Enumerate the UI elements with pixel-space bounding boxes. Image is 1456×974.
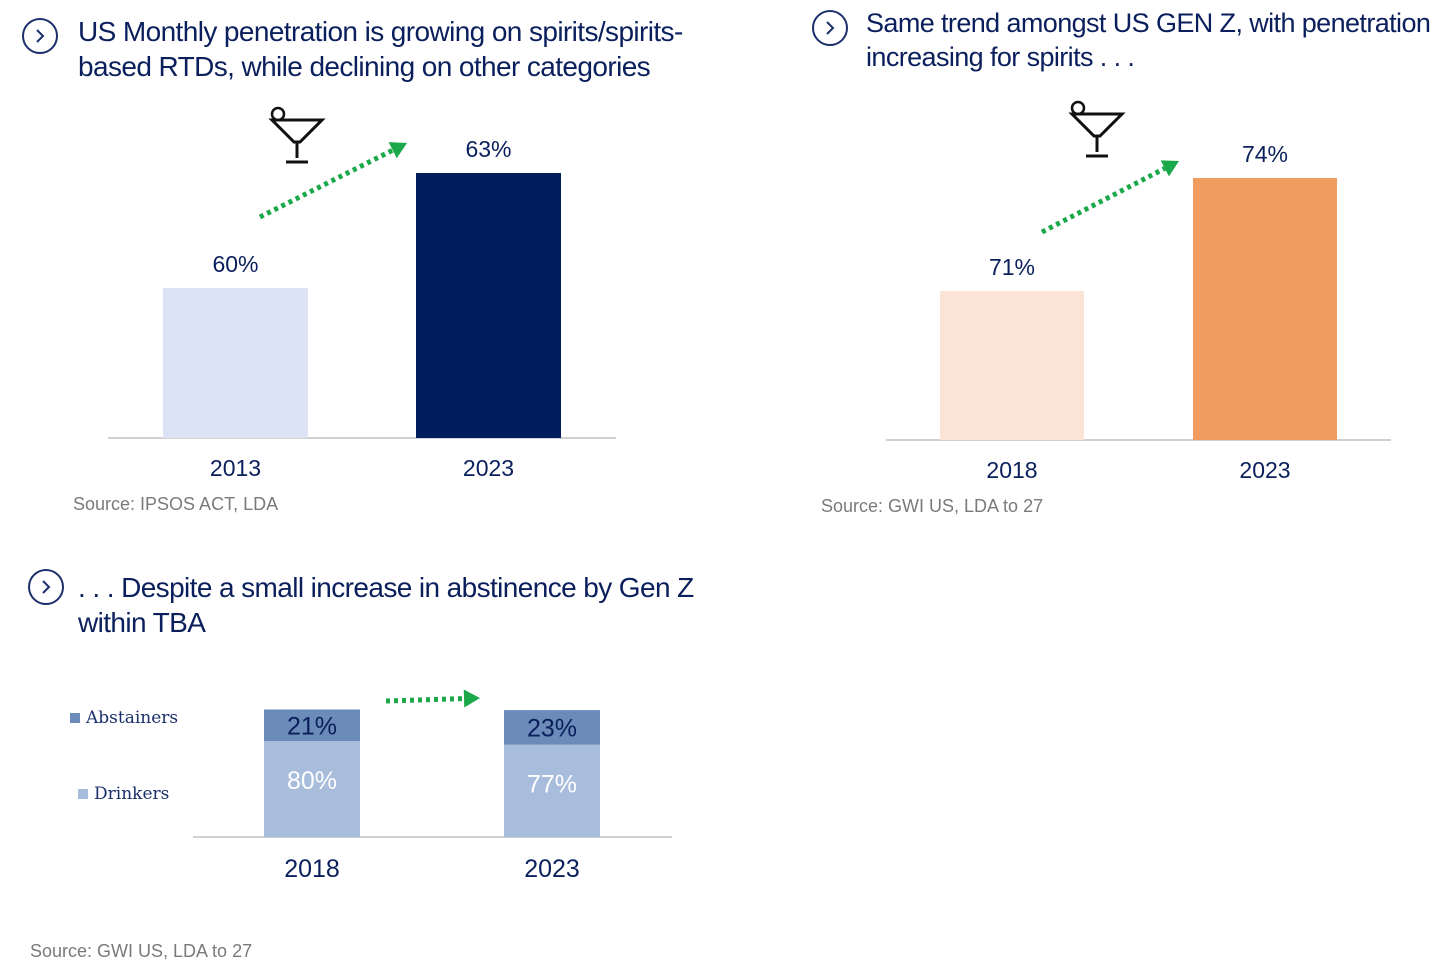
panel-gen-z-abstinence: . . . Despite a small increase in abstin… (0, 540, 760, 970)
legend-abstainers: Abstainers (70, 708, 178, 728)
bar-drinkers-2023 (504, 744, 600, 837)
chart-us-monthly-penetration: 60% 2013 63% 2023 (108, 106, 616, 481)
dotted-arrow-icon (1040, 160, 1179, 235)
panel-title: Same trend amongst US GEN Z, with penetr… (866, 8, 1431, 72)
x-tick-label: 2023 (1239, 457, 1290, 483)
panel-us-monthly-penetration: US Monthly penetration is growing on spi… (0, 0, 720, 530)
dotted-arrow-icon (258, 142, 407, 220)
data-label: 71% (989, 254, 1035, 280)
chart-gen-z-abstinence: 21% 80% 2018 23% 77% 2023 (193, 689, 672, 883)
source-note: Source: IPSOS ACT, LDA (73, 494, 279, 514)
legend-label: Drinkers (94, 784, 170, 804)
data-label-drinkers: 77% (527, 771, 577, 799)
x-tick-label: 2023 (524, 855, 580, 883)
source-note: Source: GWI US, LDA to 27 (821, 496, 1044, 516)
chevron-right-icon (812, 10, 848, 46)
panel-title-row: Same trend amongst US GEN Z, with penetr… (812, 6, 1452, 74)
cocktail-glass-icon (268, 106, 326, 164)
bar-abstainers-2023 (504, 710, 600, 745)
legend-swatch-abstainers (70, 713, 80, 723)
legend-swatch-drinkers (78, 789, 88, 799)
x-tick-label: 2018 (986, 457, 1037, 483)
bar-drinkers-2018 (264, 741, 360, 837)
bar-2013 (163, 288, 308, 438)
bar-2023 (1193, 178, 1337, 440)
cocktail-glass-icon (1068, 100, 1126, 158)
data-label-drinkers: 80% (287, 767, 337, 795)
panel-title: US Monthly penetration is growing on spi… (78, 16, 683, 82)
x-tick-label: 2013 (210, 455, 261, 481)
panel-title-row: . . . Despite a small increase in abstin… (28, 569, 718, 640)
data-label: 60% (212, 251, 258, 277)
legend-label: Abstainers (86, 708, 179, 728)
data-label: 63% (465, 136, 511, 162)
chevron-right-icon (22, 18, 58, 54)
data-label-abstainers: 23% (527, 714, 577, 742)
data-label-abstainers: 21% (287, 712, 337, 740)
dotted-arrow-icon (385, 689, 480, 708)
bar-2023 (416, 173, 561, 438)
bar-2018 (940, 291, 1084, 440)
chart-gen-z-penetration: 71% 2018 74% 2023 (886, 100, 1391, 483)
legend-drinkers: Drinkers (78, 784, 169, 804)
panel-title: . . . Despite a small increase in abstin… (78, 572, 694, 638)
x-tick-label: 2023 (463, 455, 514, 481)
panel-gen-z-penetration: Same trend amongst US GEN Z, with penetr… (812, 6, 1452, 516)
chevron-right-icon (28, 569, 64, 605)
bar-abstainers-2018 (264, 709, 360, 741)
panel-title-row: US Monthly penetration is growing on spi… (22, 14, 712, 84)
x-tick-label: 2018 (284, 855, 340, 883)
data-label: 74% (1242, 141, 1288, 167)
source-note: Source: GWI US, LDA to 27 (30, 941, 253, 961)
